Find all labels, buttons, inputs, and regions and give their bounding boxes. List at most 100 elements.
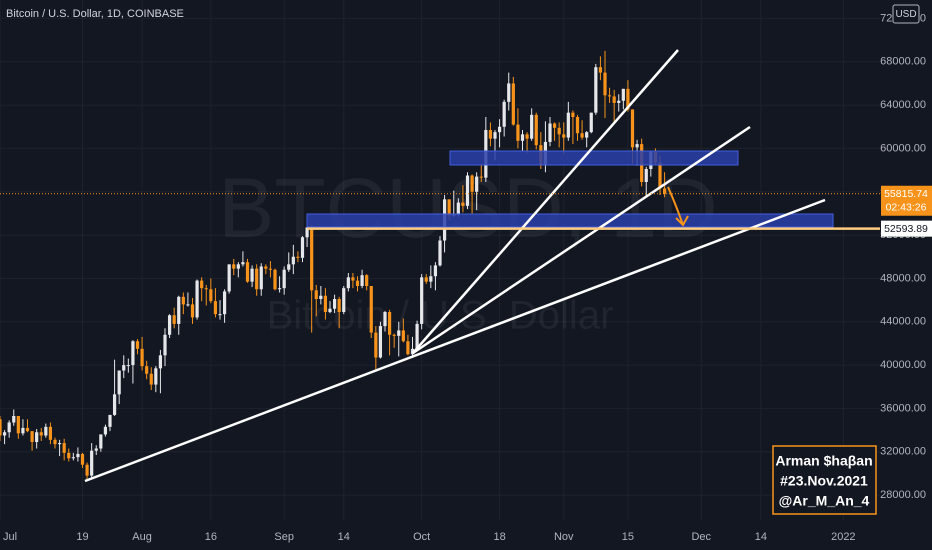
x-tick-label: 19 — [76, 531, 88, 543]
candle-body — [562, 134, 566, 138]
x-tick-label: 14 — [755, 531, 767, 543]
candle-body — [314, 290, 318, 299]
last-price-label: 55815.74 — [884, 188, 928, 200]
candle-body — [80, 453, 85, 465]
trendline — [412, 125, 751, 355]
candle-body — [621, 88, 625, 101]
candle-body — [332, 299, 337, 309]
candle-body — [135, 341, 140, 349]
y-tick-label: 60000.00 — [880, 142, 926, 154]
x-tick-label: Jul — [3, 531, 17, 543]
candle-body — [630, 109, 635, 148]
candle-body — [328, 308, 332, 312]
x-tick-label: Aug — [132, 531, 152, 543]
candle-body — [122, 365, 126, 371]
candle-body — [291, 256, 295, 265]
candle-body — [300, 237, 305, 258]
candle-body — [218, 314, 222, 316]
candle-body — [204, 288, 208, 290]
candle-body — [39, 432, 43, 436]
y-tick-label: 32000.00 — [880, 446, 926, 458]
candle-body — [48, 426, 53, 440]
candle-body — [259, 266, 263, 290]
candle-body — [35, 432, 39, 442]
currency-badge — [892, 4, 920, 24]
candle-body — [16, 416, 20, 434]
candle-body — [0, 419, 2, 436]
candle-body — [108, 414, 112, 427]
candle-body — [378, 326, 383, 358]
y-tick-label: 64000.00 — [880, 99, 926, 111]
y-tick-label: 44000.00 — [880, 316, 926, 328]
candle-body — [273, 269, 277, 290]
candle-body — [62, 443, 66, 453]
candle-body — [282, 269, 286, 289]
last-price-box — [881, 185, 932, 216]
author-line: @Ar_M_An_4 — [779, 493, 870, 509]
x-tick-label: 15 — [622, 531, 634, 543]
candle-body — [140, 348, 144, 367]
candle-body — [227, 264, 231, 292]
candle-body — [154, 368, 158, 385]
candle-body — [644, 169, 648, 182]
candle-body — [213, 301, 218, 315]
candle-body — [264, 266, 268, 269]
zone-upper — [449, 150, 739, 166]
candle-body — [447, 199, 451, 216]
candle-body — [323, 295, 328, 312]
candle-body — [126, 365, 130, 367]
candle-body — [612, 96, 616, 103]
candle-body — [117, 370, 121, 395]
candle-body — [365, 275, 369, 286]
candle-body — [44, 426, 48, 436]
y-tick-label: 28000.00 — [880, 489, 926, 501]
candle-body — [566, 112, 570, 138]
candle-body — [516, 124, 520, 141]
candle-body — [7, 422, 11, 433]
candle-body — [232, 264, 236, 269]
candle-body — [429, 276, 433, 282]
candle-body — [424, 277, 428, 282]
arrow — [667, 186, 689, 227]
candle-body — [438, 240, 442, 266]
candle-body — [635, 144, 639, 148]
candle-body — [525, 134, 529, 139]
currency: USD — [895, 9, 916, 20]
candle-body — [658, 162, 662, 189]
candle-body — [502, 101, 506, 127]
candle-body — [488, 130, 493, 139]
candle-body — [268, 268, 273, 270]
candle-body — [360, 275, 364, 286]
candle-body — [76, 453, 80, 458]
candle-body — [103, 426, 108, 435]
author-line: Arman $haβan — [775, 453, 872, 469]
candle-body — [594, 67, 598, 113]
x-tick-label: 2022 — [831, 531, 855, 543]
y-tick-label: 48000.00 — [880, 272, 926, 284]
candle-body — [71, 457, 75, 459]
candle-body — [57, 443, 62, 445]
candle-body — [475, 176, 479, 192]
candle-body — [342, 288, 346, 312]
candle-body — [85, 464, 89, 476]
candle-body — [25, 427, 30, 432]
candle-body — [131, 341, 135, 366]
candle-body — [158, 355, 163, 369]
candle-body — [337, 299, 341, 312]
drawings — [84, 49, 834, 483]
candle-body — [346, 277, 350, 289]
candle-body — [167, 315, 172, 335]
candle-body — [589, 112, 593, 133]
x-tick-label: 18 — [493, 531, 505, 543]
candle-body — [557, 127, 561, 135]
candle-body — [296, 256, 300, 258]
candle-body — [149, 373, 153, 385]
candle-body — [374, 332, 378, 358]
candle-body — [530, 114, 534, 139]
x-tick-label: Sep — [274, 531, 294, 543]
candle-body — [406, 341, 410, 355]
candle-body — [420, 277, 424, 324]
y-tick-label: 40000.00 — [880, 359, 926, 371]
candle-body — [195, 280, 199, 318]
candle-body — [310, 227, 314, 291]
